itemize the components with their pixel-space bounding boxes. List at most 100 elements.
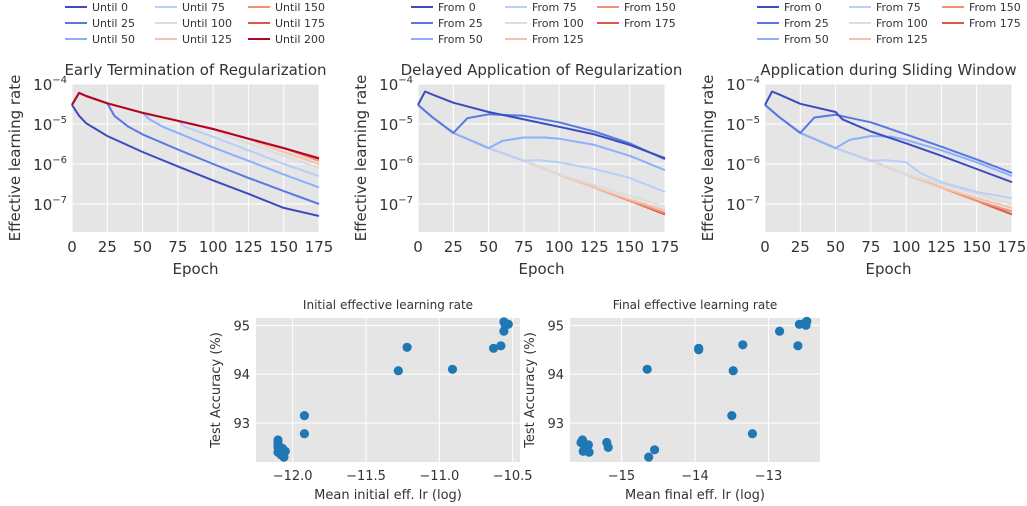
tick-base: 10 [379, 196, 398, 214]
y-tick-label: 93 [547, 417, 564, 432]
panel-delayed-application: 0 25 50 75 100 125 150 17510−410−510−610−7Delay… [352, 1, 682, 278]
scatter-point [496, 341, 506, 351]
tick-base: 10 [726, 116, 745, 134]
scatter-point [747, 429, 758, 439]
y-tick-label: 10−5 [379, 115, 413, 134]
x-tick-label: 175 [651, 238, 680, 256]
tick-exponent: −5 [52, 115, 67, 126]
legend: Until 0 Until 25 Until 50 Until 75 Until 100… [65, 1, 325, 46]
legend-label: From 125 [532, 33, 584, 46]
x-tick-label: −15 [608, 469, 635, 484]
y-axis-label: Effective learning rate [699, 75, 717, 242]
x-axis-label: Mean initial eff. lr (log) [314, 488, 462, 503]
x-tick-label: −11.0 [419, 469, 459, 484]
x-tick-label: 25 [791, 238, 810, 256]
y-tick-label: 95 [233, 319, 250, 334]
scatter-point [650, 445, 660, 455]
scatter-point [299, 411, 309, 421]
x-tick-label: 100 [892, 238, 921, 256]
y-tick-label: 10−6 [33, 155, 67, 174]
legend: From 0 From 25 From 50 From 75 From 100 From … [757, 1, 1021, 46]
legend-label: From 100 [532, 17, 584, 30]
x-axis-label: Epoch [519, 260, 565, 278]
legend-label: Until 0 [92, 1, 128, 14]
tick-exponent: −7 [52, 195, 67, 206]
x-tick-label: 0 [760, 238, 770, 256]
legend-label: From 150 [969, 1, 1021, 14]
legend-label: From 175 [624, 17, 676, 30]
x-tick-label: 100 [545, 238, 574, 256]
x-axis-label: Mean final eff. lr (log) [625, 488, 765, 503]
y-tick-label: 10−6 [726, 155, 760, 174]
legend-label: Until 50 [92, 33, 135, 46]
plot-background [256, 318, 520, 462]
panel-final-effective-lr: −15 −14 −13 93 94 95 Final effective learning … [523, 298, 820, 503]
scatter-point [802, 316, 812, 326]
legend-label: Until 150 [275, 1, 325, 14]
scatter-point [727, 411, 737, 421]
scatter-point [583, 440, 594, 450]
panel-sliding-window: 0 25 50 75 100 125 150 17510−410−510−610−7Appli… [699, 1, 1026, 278]
legend-label: From 150 [624, 1, 676, 14]
scatter-point [393, 366, 403, 376]
x-tick-label: −13 [755, 469, 782, 484]
tick-exponent: −5 [745, 115, 760, 126]
legend-label: From 50 [784, 33, 829, 46]
x-tick-label: −10.5 [493, 469, 533, 484]
y-tick-label: 94 [547, 368, 564, 383]
y-tick-label: 10−7 [33, 195, 67, 214]
x-tick-label: 125 [234, 238, 263, 256]
panel-initial-effective-lr: −12.0 −11.5 −11.0 −10.5 93 94 95 Initial effect… [209, 298, 533, 503]
tick-base: 10 [33, 116, 52, 134]
x-axis-label: Epoch [173, 260, 219, 278]
x-tick-label: −11.5 [346, 469, 386, 484]
tick-exponent: −7 [745, 195, 760, 206]
x-tick-label: 75 [861, 238, 880, 256]
scatter-point [578, 446, 588, 456]
x-tick-label: 25 [98, 238, 117, 256]
chart-title: Delayed Application of Regularization [401, 61, 683, 79]
scatter-point [489, 343, 499, 353]
y-tick-label: 10−7 [379, 195, 413, 214]
panel-early-termination: 0 25 50 75 100 125 150 17510−410−510−610−7Early… [6, 1, 333, 278]
x-tick-label: 75 [168, 238, 187, 256]
scatter-point [694, 345, 704, 355]
tick-exponent: −7 [398, 195, 413, 206]
x-tick-label: 25 [444, 238, 463, 256]
tick-base: 10 [33, 156, 52, 174]
y-axis-label: Effective learning rate [352, 75, 370, 242]
scatter-point [299, 429, 309, 439]
x-tick-label: 175 [305, 238, 334, 256]
tick-base: 10 [33, 76, 52, 94]
y-axis-label: Test Accuracy (%) [523, 332, 538, 449]
scatter-point [775, 326, 785, 336]
tick-exponent: −6 [52, 155, 67, 166]
plot-background [72, 84, 319, 232]
legend-label: From 25 [438, 17, 483, 30]
scatter-point [500, 320, 510, 330]
chart-title: Application during Sliding Window [760, 61, 1016, 79]
legend-label: From 25 [784, 17, 829, 30]
scatter-point [280, 446, 290, 456]
x-tick-label: 50 [479, 238, 498, 256]
y-tick-label: 10−5 [726, 115, 760, 134]
x-tick-label: 0 [67, 238, 77, 256]
scatter-point [603, 442, 613, 452]
chart-title: Final effective learning rate [613, 298, 778, 312]
scatter-point [642, 364, 652, 374]
x-tick-label: 50 [826, 238, 845, 256]
x-tick-label: 150 [615, 238, 644, 256]
tick-exponent: −4 [745, 75, 760, 86]
x-tick-label: 100 [199, 238, 228, 256]
legend-label: Until 25 [92, 17, 135, 30]
tick-base: 10 [379, 116, 398, 134]
scatter-point [644, 452, 654, 462]
plot-background [418, 84, 665, 232]
series-line [764, 104, 1013, 174]
x-tick-label: 175 [998, 238, 1027, 256]
legend-label: From 75 [876, 1, 921, 14]
series-line [417, 90, 666, 160]
legend: From 0 From 25 From 50 From 75 From 100 From … [411, 1, 676, 46]
legend-label: From 125 [876, 33, 928, 46]
